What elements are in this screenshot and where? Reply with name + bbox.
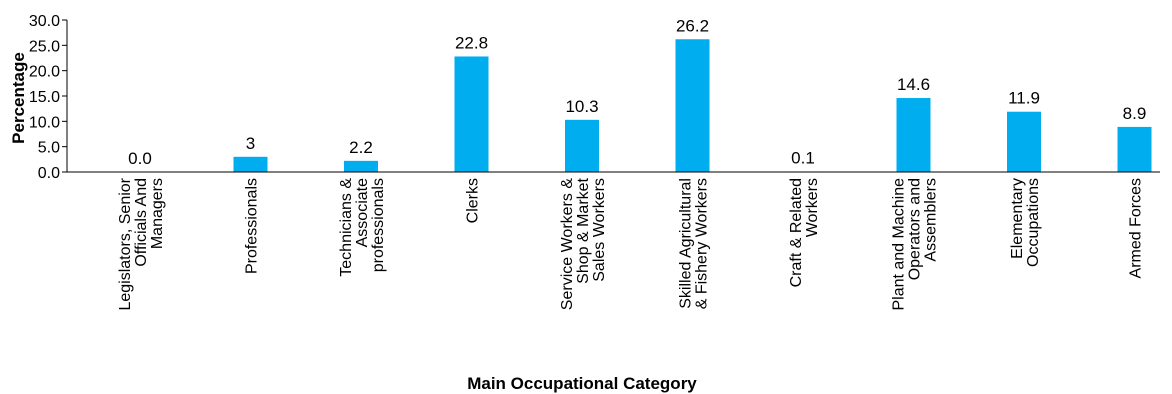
category-label-line: Technicians & bbox=[338, 178, 355, 277]
category-label-line: Sales Workers bbox=[591, 178, 608, 282]
data-label: 14.6 bbox=[897, 75, 930, 94]
bar bbox=[1007, 111, 1041, 172]
category-label: Technicians & Associate professionals bbox=[338, 178, 387, 277]
category-label-line: Elementary bbox=[1009, 178, 1026, 259]
category-label: Legislators, Senior Officials And Managers bbox=[117, 177, 166, 310]
y-tick-label: 30.0 bbox=[29, 13, 60, 30]
category-label: Armed Forces bbox=[1128, 178, 1145, 278]
bar bbox=[1117, 126, 1152, 172]
data-label: 11.9 bbox=[1008, 89, 1040, 108]
bar bbox=[675, 39, 710, 173]
category-label-line: Legislators, Senior bbox=[117, 177, 134, 310]
data-label: 0.1 bbox=[791, 148, 815, 167]
x-axis-title: Main Occupational Category bbox=[467, 374, 697, 393]
y-tick-label: 0.0 bbox=[38, 165, 60, 182]
bars bbox=[233, 39, 1152, 173]
category-label-line: Managers bbox=[149, 178, 166, 249]
y-axis-title: Percentage bbox=[9, 52, 28, 144]
data-label: 8.9 bbox=[1123, 104, 1147, 123]
category-label-line: professionals bbox=[370, 178, 387, 272]
data-labels: 0.0 3 2.2 22.8 10.3 26.2 0.1 14.6 11.9 8.9 bbox=[128, 16, 1146, 168]
category-label: Skilled Agricultural & Fishery Workers bbox=[678, 178, 711, 309]
bar bbox=[344, 160, 378, 172]
y-axis: 0.0 5.0 10.0 15.0 20.0 25.0 30.0 bbox=[29, 13, 68, 182]
data-label: 0.0 bbox=[128, 149, 152, 168]
category-label-line: Professionals bbox=[244, 178, 261, 274]
bar bbox=[565, 119, 599, 172]
category-label-line: Occupations bbox=[1025, 178, 1042, 267]
category-label-line: Assemblers bbox=[923, 178, 940, 262]
y-tick-label: 20.0 bbox=[29, 64, 60, 81]
category-label: Craft & Related Workers bbox=[788, 178, 821, 287]
category-label-line: Associate bbox=[354, 178, 371, 247]
category-label-line: Shop & Market bbox=[575, 177, 592, 283]
category-label: Professionals bbox=[244, 178, 261, 274]
category-label-line: Craft & Related bbox=[788, 178, 805, 287]
category-label: Elementary Occupations bbox=[1009, 178, 1042, 267]
category-label-line: Service Workers & bbox=[559, 178, 576, 311]
category-label-line: Officials And bbox=[133, 178, 150, 267]
category-label-line: Operators and bbox=[907, 178, 924, 280]
data-label: 3 bbox=[246, 134, 255, 153]
category-label-line: Skilled Agricultural bbox=[678, 178, 695, 309]
category-label-line: Workers bbox=[804, 178, 821, 237]
bar bbox=[454, 56, 489, 173]
category-label: Plant and Machine Operators and Assemblers bbox=[891, 178, 940, 311]
data-label: 22.8 bbox=[455, 33, 488, 52]
y-tick-label: 10.0 bbox=[29, 114, 60, 131]
category-label-line: Plant and Machine bbox=[891, 178, 908, 311]
data-label: 26.2 bbox=[676, 16, 709, 35]
x-axis: Legislators, Senior Officials And Managers… bbox=[67, 171, 1160, 311]
category-label-line: & Fishery Workers bbox=[694, 178, 711, 309]
y-tick-label: 25.0 bbox=[29, 38, 60, 55]
category-label-line: Clerks bbox=[465, 178, 482, 223]
category-label: Clerks bbox=[465, 178, 482, 223]
y-tick-label: 5.0 bbox=[38, 140, 60, 157]
y-tick-label: 15.0 bbox=[29, 89, 60, 106]
category-label-line: Armed Forces bbox=[1128, 178, 1145, 278]
bar bbox=[233, 156, 268, 172]
bar bbox=[896, 98, 931, 172]
category-label: Service Workers & Shop & Market Sales Work… bbox=[559, 177, 608, 310]
data-label: 10.3 bbox=[565, 97, 598, 116]
data-label: 2.2 bbox=[349, 138, 373, 157]
